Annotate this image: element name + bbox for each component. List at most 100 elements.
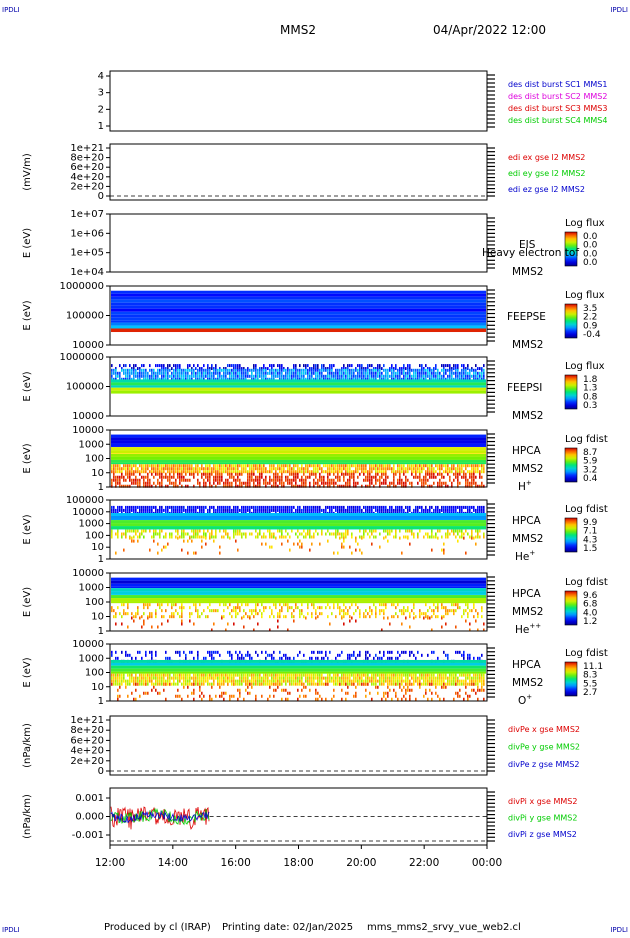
heatmap-cell [407, 369, 409, 372]
heatmap-cell [275, 677, 277, 680]
heatmap-cell [291, 683, 293, 686]
heatmap-cell [127, 369, 129, 372]
heatmap-cell [369, 482, 371, 485]
heatmap-cell [283, 680, 285, 683]
heatmap-cell [239, 651, 241, 654]
heatmap-cell [475, 482, 477, 485]
heatmap-cell [155, 364, 157, 367]
heatmap-cell [159, 464, 161, 467]
heatmap-cell [257, 464, 259, 467]
heatmap-cell [393, 674, 395, 677]
x-tick-label: 12:00 [95, 857, 125, 869]
heatmap-cell [363, 467, 365, 470]
heatmap-cell [455, 603, 457, 606]
heatmap-cell [273, 615, 275, 618]
heatmap-cell [213, 375, 215, 378]
heatmap-cell [411, 689, 413, 692]
heatmap-cell [405, 530, 407, 533]
heatmap-cell [239, 677, 241, 680]
heatmap-cell [259, 369, 261, 372]
heatmap-cell [181, 677, 183, 680]
heatmap-cell [221, 536, 223, 539]
heatmap-cell [111, 683, 113, 686]
y-tick-label: 10000 [72, 568, 104, 579]
heatmap-cell [381, 473, 383, 476]
heatmap-cell [331, 369, 333, 372]
heatmap-cell [171, 533, 173, 536]
heatmap-cell [389, 509, 391, 512]
heatmap-cell [197, 674, 199, 677]
heatmap-cell [159, 506, 161, 509]
heatmap-cell [207, 375, 209, 378]
y-tick-label: 100000 [66, 382, 104, 393]
heatmap-cell [395, 612, 397, 615]
heatmap-cell [343, 603, 345, 606]
heatmap-cell [163, 509, 165, 512]
colorbar-title: Log fdist [565, 648, 608, 659]
heatmap-cell [313, 482, 315, 485]
heatmap-cell [257, 369, 259, 372]
heatmap-cell [281, 609, 283, 612]
heatmap-cell [273, 509, 275, 512]
heatmap-cell [303, 369, 305, 372]
heatmap-cell [179, 674, 181, 677]
heatmap-cell [231, 375, 233, 378]
heatmap-cell [327, 369, 329, 372]
heatmap-cell [255, 612, 257, 615]
species-label: He+ [515, 549, 535, 563]
heatmap-cell [341, 546, 343, 549]
heatmap-cell [299, 372, 301, 375]
heatmap-cell [193, 530, 195, 533]
heatmap-cell [331, 680, 333, 683]
heatmap-cell [257, 612, 259, 615]
heatmap-cell [151, 680, 153, 683]
heatmap-cell [121, 533, 123, 536]
heatmap-cell [117, 677, 119, 680]
heatmap-cell [247, 506, 249, 509]
heatmap-cell [443, 606, 445, 609]
heatmap-cell [237, 467, 239, 470]
heatmap-cell [393, 683, 395, 686]
heatmap-cell [263, 364, 265, 367]
heatmap-cell [419, 364, 421, 367]
heatmap-cell [245, 372, 247, 375]
heatmap-cell [395, 606, 397, 609]
heatmap-cell [201, 473, 203, 476]
y-axis-label: (nPa/km) [22, 794, 33, 839]
heatmap-cell [441, 683, 443, 686]
heatmap-cell [319, 476, 321, 479]
heatmap-cell [343, 364, 345, 367]
heatmap-cell [265, 479, 267, 482]
heatmap-cell [255, 695, 257, 698]
heatmap-cell [475, 509, 477, 512]
heatmap-cell [367, 372, 369, 375]
heatmap-cell [265, 651, 267, 654]
heatmap-cell [181, 603, 183, 606]
heatmap-cell [147, 473, 149, 476]
heatmap-cell [333, 677, 335, 680]
heatmap-cell [373, 476, 375, 479]
heatmap-cell [187, 680, 189, 683]
heatmap-cell [297, 543, 299, 546]
heatmap-cell [363, 683, 365, 686]
heatmap-cell [337, 654, 339, 657]
heatmap-cell [365, 470, 367, 473]
instrument-label: MMS2 [512, 606, 543, 618]
heatmap-cell [121, 603, 123, 606]
heatmap-cell [335, 680, 337, 683]
heatmap-cell [173, 482, 175, 485]
heatmap-cell [305, 470, 307, 473]
heatmap-cell [419, 464, 421, 467]
heatmap-cell [181, 473, 183, 476]
heatmap-cell [111, 526, 486, 529]
heatmap-cell [231, 677, 233, 680]
heatmap-cell [341, 506, 343, 509]
heatmap-cell [279, 680, 281, 683]
heatmap-cell [357, 372, 359, 375]
heatmap-cell [299, 479, 301, 482]
heatmap-cell [243, 626, 245, 629]
heatmap-cell [219, 506, 221, 509]
heatmap-cell [369, 473, 371, 476]
heatmap-cell [211, 533, 213, 536]
heatmap-cell [299, 364, 301, 367]
